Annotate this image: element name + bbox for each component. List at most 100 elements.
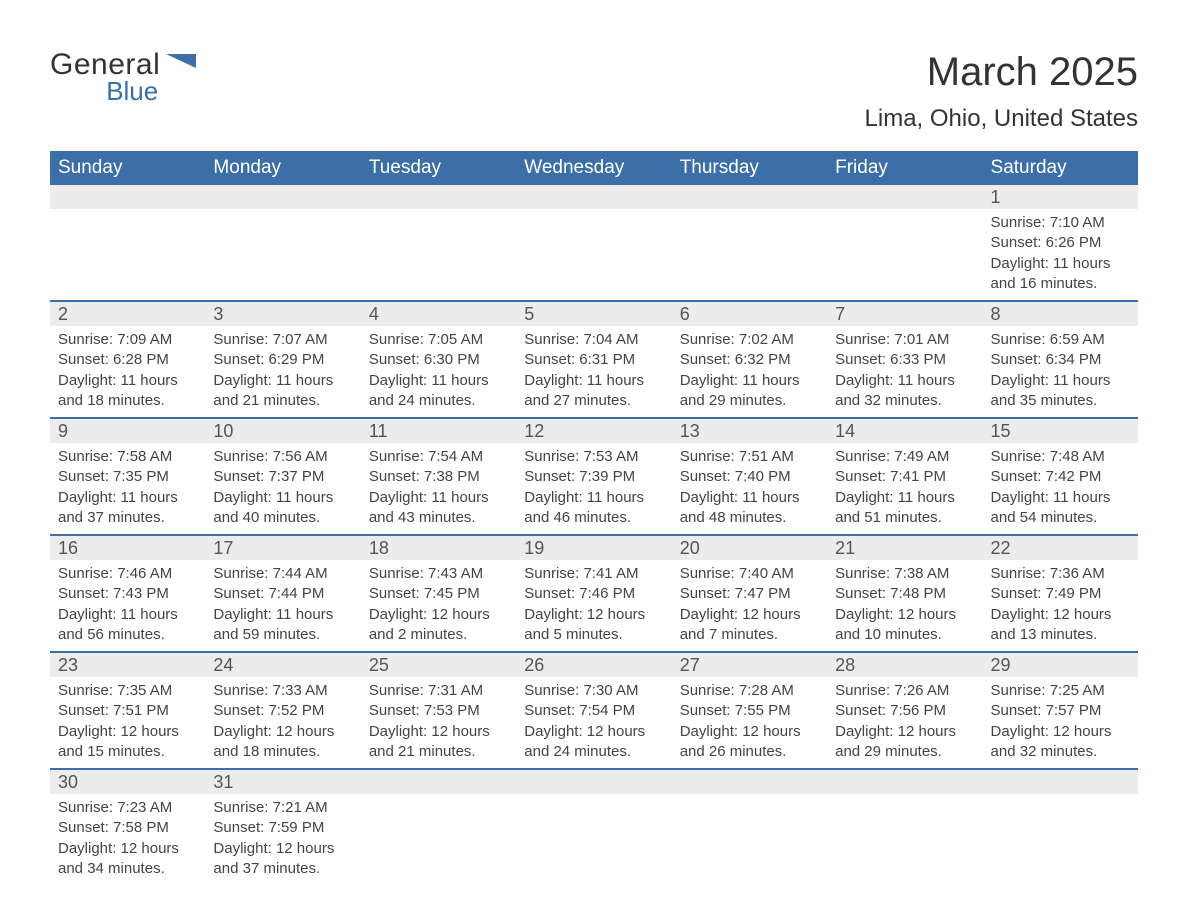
daylight-line: Daylight: 12 hours and 10 minutes. bbox=[835, 605, 974, 646]
day-number: 11 bbox=[361, 421, 388, 442]
calendar-cell: 18Sunrise: 7:43 AMSunset: 7:45 PMDayligh… bbox=[361, 536, 516, 651]
title-block: March 2025 Lima, Ohio, United States bbox=[865, 50, 1138, 133]
brand-word-2: Blue bbox=[106, 78, 158, 104]
day-header-sat: Saturday bbox=[983, 151, 1138, 185]
daylight-line: Daylight: 12 hours and 18 minutes. bbox=[213, 722, 352, 763]
daylight-line: Daylight: 11 hours and 51 minutes. bbox=[835, 488, 974, 529]
daylight-line: Daylight: 11 hours and 21 minutes. bbox=[213, 371, 352, 412]
sunrise-line: Sunrise: 7:56 AM bbox=[213, 447, 352, 467]
sunrise-line: Sunrise: 7:05 AM bbox=[369, 330, 508, 350]
day-number: 8 bbox=[983, 304, 1001, 325]
calendar-cell: 11Sunrise: 7:54 AMSunset: 7:38 PMDayligh… bbox=[361, 419, 516, 534]
daynum-row: 13 bbox=[672, 419, 827, 443]
sunset-line: Sunset: 7:42 PM bbox=[991, 467, 1130, 487]
sunrise-line: Sunrise: 7:25 AM bbox=[991, 681, 1130, 701]
day-number: 4 bbox=[361, 304, 379, 325]
location-subtitle: Lima, Ohio, United States bbox=[865, 105, 1138, 133]
sunset-line: Sunset: 6:29 PM bbox=[213, 350, 352, 370]
sunset-line: Sunset: 7:49 PM bbox=[991, 584, 1130, 604]
day-number: 27 bbox=[672, 655, 700, 676]
daylight-line: Daylight: 11 hours and 43 minutes. bbox=[369, 488, 508, 529]
sunset-line: Sunset: 7:43 PM bbox=[58, 584, 197, 604]
cell-body: Sunrise: 7:30 AMSunset: 7:54 PMDaylight:… bbox=[516, 677, 671, 768]
daynum-row: 7 bbox=[827, 302, 982, 326]
sunrise-line: Sunrise: 7:31 AM bbox=[369, 681, 508, 701]
calendar-cell: 28Sunrise: 7:26 AMSunset: 7:56 PMDayligh… bbox=[827, 653, 982, 768]
sunrise-line: Sunrise: 7:10 AM bbox=[991, 213, 1130, 233]
sunrise-line: Sunrise: 7:46 AM bbox=[58, 564, 197, 584]
calendar-cell bbox=[983, 770, 1138, 885]
day-number: 14 bbox=[827, 421, 855, 442]
sunset-line: Sunset: 7:52 PM bbox=[213, 701, 352, 721]
daylight-line: Daylight: 12 hours and 21 minutes. bbox=[369, 722, 508, 763]
day-header-mon: Monday bbox=[205, 151, 360, 185]
day-number: 3 bbox=[205, 304, 223, 325]
calendar-cell: 14Sunrise: 7:49 AMSunset: 7:41 PMDayligh… bbox=[827, 419, 982, 534]
calendar-cell bbox=[672, 185, 827, 300]
page-header: General Blue March 2025 Lima, Ohio, Unit… bbox=[50, 50, 1138, 133]
day-number: 6 bbox=[672, 304, 690, 325]
calendar-cell: 16 Sunrise: 7:46 AMSunset: 7:43 PMDayligh… bbox=[50, 536, 205, 651]
daylight-line: Daylight: 11 hours and 24 minutes. bbox=[369, 371, 508, 412]
calendar-cell: 10Sunrise: 7:56 AMSunset: 7:37 PMDayligh… bbox=[205, 419, 360, 534]
sunset-line: Sunset: 7:37 PM bbox=[213, 467, 352, 487]
daylight-line: Daylight: 12 hours and 37 minutes. bbox=[213, 839, 352, 880]
daynum-row bbox=[361, 185, 516, 209]
daynum-row bbox=[983, 770, 1138, 794]
cell-body: Sunrise: 7:26 AMSunset: 7:56 PMDaylight:… bbox=[827, 677, 982, 768]
daylight-line: Daylight: 12 hours and 5 minutes. bbox=[524, 605, 663, 646]
cell-body: Sunrise: 7:01 AMSunset: 6:33 PMDaylight:… bbox=[827, 326, 982, 417]
calendar-cell bbox=[50, 185, 205, 300]
daylight-line: Daylight: 12 hours and 32 minutes. bbox=[991, 722, 1130, 763]
daynum-row: 26 bbox=[516, 653, 671, 677]
daynum-row: 23 bbox=[50, 653, 205, 677]
cell-body: Sunrise: 7:09 AMSunset: 6:28 PMDaylight:… bbox=[50, 326, 205, 417]
daynum-row: 11 bbox=[361, 419, 516, 443]
daynum-row: 25 bbox=[361, 653, 516, 677]
calendar-cell: 9Sunrise: 7:58 AMSunset: 7:35 PMDaylight… bbox=[50, 419, 205, 534]
daynum-row: 1 bbox=[983, 185, 1138, 209]
sunset-line: Sunset: 7:38 PM bbox=[369, 467, 508, 487]
sunset-line: Sunset: 7:59 PM bbox=[213, 818, 352, 838]
calendar-cell: 22Sunrise: 7:36 AMSunset: 7:49 PMDayligh… bbox=[983, 536, 1138, 651]
cell-body bbox=[361, 209, 516, 289]
daynum-row bbox=[50, 185, 205, 209]
calendar-cell bbox=[205, 185, 360, 300]
daynum-row: 22 bbox=[983, 536, 1138, 560]
sunset-line: Sunset: 7:39 PM bbox=[524, 467, 663, 487]
calendar-cell: 29Sunrise: 7:25 AMSunset: 7:57 PMDayligh… bbox=[983, 653, 1138, 768]
cell-body: Sunrise: 7:43 AMSunset: 7:45 PMDaylight:… bbox=[361, 560, 516, 651]
daylight-line: Daylight: 11 hours and 59 minutes. bbox=[213, 605, 352, 646]
daylight-line: Daylight: 11 hours and 16 minutes. bbox=[991, 254, 1130, 295]
sunrise-line: Sunrise: 6:59 AM bbox=[991, 330, 1130, 350]
day-number: 21 bbox=[827, 538, 855, 559]
daynum-row bbox=[205, 185, 360, 209]
day-number: 18 bbox=[361, 538, 389, 559]
calendar-cell bbox=[672, 770, 827, 885]
calendar-day-header: Sunday Monday Tuesday Wednesday Thursday… bbox=[50, 151, 1138, 185]
day-number: 1 bbox=[983, 187, 1001, 208]
day-number: 16 bbox=[50, 538, 78, 559]
daynum-row: 31 bbox=[205, 770, 360, 794]
sunset-line: Sunset: 7:44 PM bbox=[213, 584, 352, 604]
sunrise-line: Sunrise: 7:23 AM bbox=[58, 798, 197, 818]
sunrise-line: Sunrise: 7:35 AM bbox=[58, 681, 197, 701]
daynum-row bbox=[827, 185, 982, 209]
daylight-line: Daylight: 12 hours and 13 minutes. bbox=[991, 605, 1130, 646]
sunrise-line: Sunrise: 7:09 AM bbox=[58, 330, 197, 350]
daylight-line: Daylight: 11 hours and 56 minutes. bbox=[58, 605, 197, 646]
daynum-row bbox=[516, 185, 671, 209]
calendar-cell: 27Sunrise: 7:28 AMSunset: 7:55 PMDayligh… bbox=[672, 653, 827, 768]
calendar-cell bbox=[361, 770, 516, 885]
cell-body: Sunrise: 7:35 AMSunset: 7:51 PMDaylight:… bbox=[50, 677, 205, 768]
calendar-week: 2Sunrise: 7:09 AMSunset: 6:28 PMDaylight… bbox=[50, 300, 1138, 417]
cell-body: Sunrise: 7:33 AMSunset: 7:52 PMDaylight:… bbox=[205, 677, 360, 768]
daynum-row: 12 bbox=[516, 419, 671, 443]
day-number: 29 bbox=[983, 655, 1011, 676]
calendar-cell: 24Sunrise: 7:33 AMSunset: 7:52 PMDayligh… bbox=[205, 653, 360, 768]
daynum-row: 9 bbox=[50, 419, 205, 443]
sunrise-line: Sunrise: 7:49 AM bbox=[835, 447, 974, 467]
day-number: 15 bbox=[983, 421, 1011, 442]
calendar-cell: 19Sunrise: 7:41 AMSunset: 7:46 PMDayligh… bbox=[516, 536, 671, 651]
calendar-cell: 20Sunrise: 7:40 AMSunset: 7:47 PMDayligh… bbox=[672, 536, 827, 651]
